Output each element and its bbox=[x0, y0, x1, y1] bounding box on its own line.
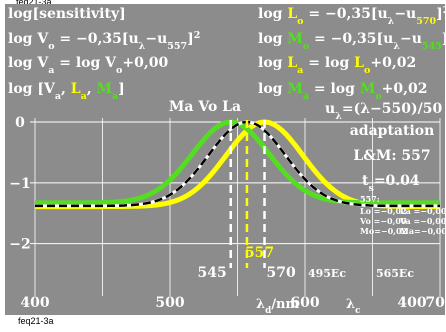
small-block-left-2: Mo=−0,02 bbox=[360, 226, 407, 236]
adaptation-title: adaptation bbox=[350, 123, 435, 139]
x-tick-label-3: 700 bbox=[425, 295, 446, 311]
y-tick-label-1: −1 bbox=[9, 176, 30, 192]
small-block-left-1: Vo =−0,00 bbox=[359, 216, 407, 226]
formula-left-1: log[sensitivity] bbox=[8, 6, 126, 22]
top-tag: feq21-3a bbox=[16, 0, 52, 7]
x-tick-label-2: 600 bbox=[290, 295, 319, 311]
ec-label-495: 495Ec bbox=[308, 267, 346, 280]
small-block-left-0: Lo =−0,02 bbox=[360, 206, 407, 216]
small-block-title: 557: bbox=[360, 194, 380, 204]
formula-right-4: log Ma = log Mo+0,02 bbox=[258, 81, 428, 102]
y-tick-label-0: 0 bbox=[15, 115, 25, 131]
formula-right-3: log La = log Lo+0,02 bbox=[258, 55, 416, 76]
vline-label-570: 570 bbox=[267, 265, 296, 281]
x-tick-label-0: 400 bbox=[20, 295, 49, 311]
curves bbox=[35, 119, 440, 210]
lambda-c-label: λc bbox=[346, 297, 361, 316]
labels: log[sensitivity] log Vo = −0,35[uλ−u557]2… bbox=[8, 5, 446, 317]
formula-left-4: log [Va, La, Ma] bbox=[8, 81, 125, 102]
formula-right-1: log Lo = −0,35[uλ−u570]2 bbox=[258, 5, 446, 27]
adaptation-ts: ts=0.04 bbox=[362, 173, 420, 194]
x-tick-label-1: 500 bbox=[155, 295, 184, 311]
formula-left-2: log Vo = −0,35[uλ−u557]2 bbox=[8, 30, 200, 52]
curve-black bbox=[35, 120, 440, 208]
adaptation-value: L&M: 557 bbox=[353, 148, 430, 164]
peak-label: Ma Vo La bbox=[169, 99, 241, 115]
small-block-right-2: Ma=−0,00 bbox=[400, 226, 446, 236]
formula-left-3: log Va = log Vo+0,00 bbox=[8, 55, 168, 76]
y-tick-label-2: −2 bbox=[9, 237, 30, 253]
vline-label-557: 557 bbox=[245, 245, 274, 261]
vertical-lines bbox=[229, 120, 266, 268]
small-block-right-0: La =−0,00 bbox=[400, 206, 446, 216]
bottom-tag: feq21-3a bbox=[18, 316, 54, 326]
small-block-right-1: Va =−0,00 bbox=[399, 216, 446, 226]
ec-label-565: 565Ec bbox=[376, 267, 414, 280]
x-axis-label: λd/nm bbox=[256, 297, 300, 316]
vline-label-545: 545 bbox=[198, 265, 227, 281]
x-tick-label-extra: 400 bbox=[397, 295, 426, 311]
u-formula: uλ=(λ−550)/50 bbox=[325, 101, 442, 122]
formula-right-2: log Mo = −0,35[uλ−u545]2 bbox=[258, 30, 446, 52]
